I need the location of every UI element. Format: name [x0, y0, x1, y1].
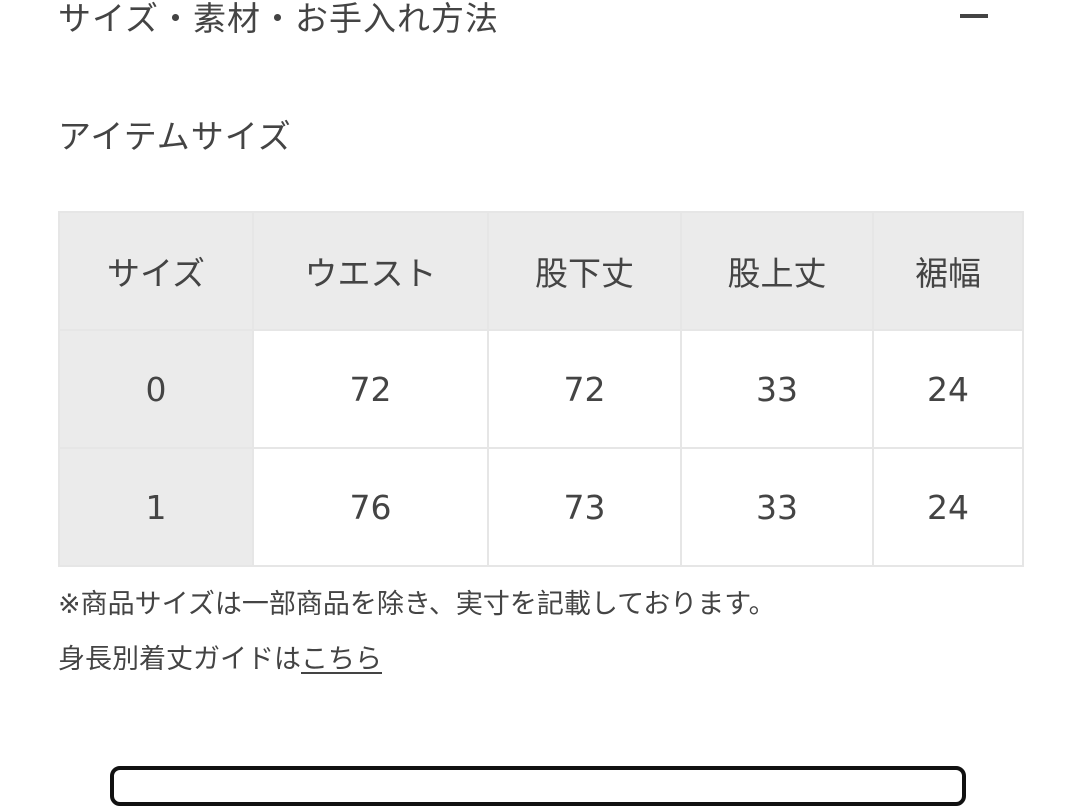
- bottom-button[interactable]: [110, 766, 966, 806]
- cell-hem-width: 24: [872, 447, 1024, 567]
- guide-link[interactable]: こちら: [301, 644, 382, 675]
- header-rise: 股上丈: [680, 211, 874, 331]
- cell-inseam: 72: [487, 329, 682, 449]
- cell-rise: 33: [680, 447, 874, 567]
- cell-size: 1: [58, 447, 254, 567]
- header-inseam: 股下丈: [487, 211, 682, 331]
- accordion-title[interactable]: サイズ・素材・お手入れ方法: [58, 0, 500, 38]
- table-row: 0 72 72 33 24: [58, 329, 1024, 449]
- guide-text: 身長別着丈ガイドは: [58, 644, 301, 675]
- section-title: アイテムサイズ: [58, 117, 292, 156]
- size-table: サイズ ウエスト 股下丈 股上丈 裾幅 0 72 72 33 24 1 76 7…: [58, 211, 1024, 567]
- height-guide: 身長別着丈ガイドはこちら: [58, 637, 382, 676]
- cell-inseam: 73: [487, 447, 682, 567]
- cell-waist: 76: [252, 447, 489, 567]
- cell-size: 0: [58, 329, 254, 449]
- header-hem-width: 裾幅: [872, 211, 1024, 331]
- size-note: ※商品サイズは一部商品を除き、実寸を記載しております。: [58, 589, 776, 620]
- minus-icon[interactable]: [960, 14, 988, 18]
- cell-rise: 33: [680, 329, 874, 449]
- cell-waist: 72: [252, 329, 489, 449]
- table-row: 1 76 73 33 24: [58, 447, 1024, 567]
- table-header-row: サイズ ウエスト 股下丈 股上丈 裾幅: [58, 211, 1024, 331]
- header-waist: ウエスト: [252, 211, 489, 331]
- cell-hem-width: 24: [872, 329, 1024, 449]
- header-size: サイズ: [58, 211, 254, 331]
